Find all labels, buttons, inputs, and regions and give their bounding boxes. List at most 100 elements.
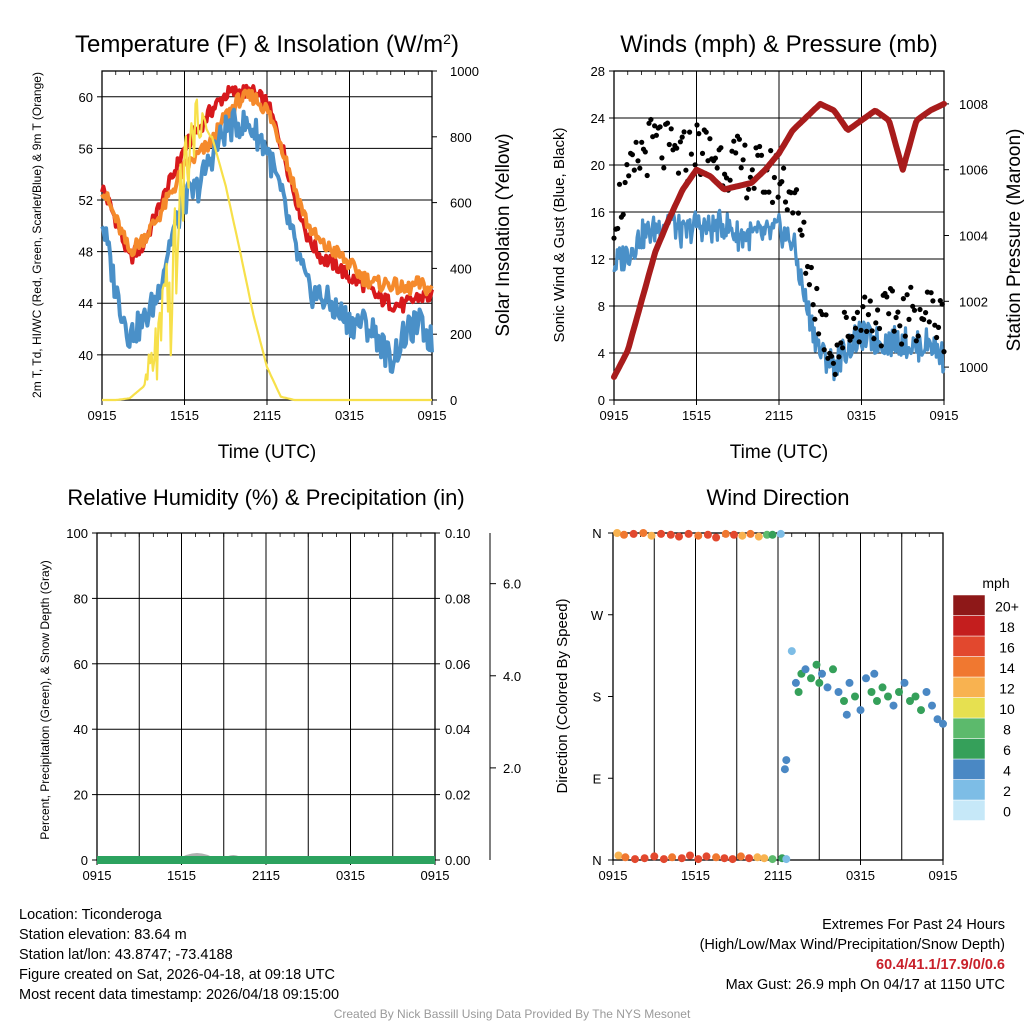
legend-swatch <box>952 779 986 801</box>
direction-point <box>862 674 870 683</box>
gust-point <box>635 158 641 164</box>
direction-point <box>712 533 721 542</box>
y-tick-label: 60 <box>74 657 88 672</box>
gust-point <box>926 319 932 325</box>
direction-point <box>782 756 791 765</box>
x-tick-label: 2115 <box>252 868 280 883</box>
direction-point <box>845 678 854 687</box>
y-tick-label: N <box>592 526 601 541</box>
gust-point <box>828 353 835 359</box>
gust-point <box>727 177 733 183</box>
direction-point <box>738 531 747 540</box>
gust-point <box>876 325 883 332</box>
gust-point <box>900 296 907 302</box>
direction-point <box>763 530 771 539</box>
gust-point <box>675 170 682 176</box>
legend-label: 20+ <box>995 599 1019 615</box>
gust-point <box>939 301 945 307</box>
direction-point <box>801 665 810 674</box>
direction-point <box>736 852 745 861</box>
direction-point <box>614 851 623 860</box>
gust-point <box>840 345 846 351</box>
gust-point <box>864 328 870 334</box>
gust-point <box>808 264 814 271</box>
gust-point <box>674 145 680 151</box>
y-tick-label: 60 <box>79 90 93 105</box>
gust-point <box>668 126 674 132</box>
gust-point <box>637 165 643 171</box>
direction-point <box>794 688 803 696</box>
direction-point <box>694 531 703 540</box>
direction-point <box>620 530 628 539</box>
direction-point <box>878 683 887 692</box>
legend-label: 16 <box>999 640 1015 656</box>
direction-point <box>917 706 925 715</box>
gust-point <box>810 302 816 308</box>
direction-point <box>933 715 942 724</box>
x-tick-label: 0915 <box>599 868 628 883</box>
gust-point <box>816 331 822 337</box>
direction-point <box>684 529 693 538</box>
y2-tick-label: 200 <box>450 327 472 342</box>
gust-point <box>769 199 776 205</box>
gust-point <box>812 316 818 322</box>
y2-tick-label: 0.08 <box>445 591 470 606</box>
y-tick-label: 20 <box>74 788 88 803</box>
gust-point <box>749 167 755 173</box>
y2-tick-label: 1006 <box>959 163 988 178</box>
x-tick-label: 1515 <box>681 868 710 883</box>
y3-tick-label: 2.0 <box>503 761 521 776</box>
direction-point <box>791 678 800 687</box>
gust-point <box>793 187 800 193</box>
gust-point <box>751 185 757 191</box>
gust-point <box>687 129 693 135</box>
gust-point <box>679 134 685 140</box>
y2-tick-label: 0.06 <box>445 657 470 672</box>
gust-point <box>699 150 706 156</box>
gust-point <box>801 219 807 225</box>
direction-point <box>677 854 686 863</box>
gust-point <box>666 141 672 148</box>
gust-point <box>653 132 660 138</box>
direction-point <box>842 710 851 719</box>
legend-label: 8 <box>1003 722 1011 738</box>
legend-swatch <box>952 615 986 637</box>
gust-point <box>775 194 781 200</box>
y2-tick-label: 0.10 <box>445 526 470 541</box>
gust-point <box>889 288 896 294</box>
gust-point <box>714 165 720 171</box>
legend-label: 18 <box>999 619 1015 635</box>
gust-point <box>895 309 901 315</box>
legend-label: 2 <box>1003 783 1011 799</box>
y-tick-label: 28 <box>591 64 605 79</box>
direction-point <box>867 688 876 696</box>
extremes-heading: Extremes For Past 24 Hours <box>822 917 1005 933</box>
gust-point <box>899 341 905 347</box>
direction-point <box>647 531 656 540</box>
gust-point <box>934 334 940 341</box>
legend-swatch <box>952 594 986 616</box>
direction-point <box>694 855 703 864</box>
direction-point <box>834 688 843 696</box>
chart-title: Relative Humidity (%) & Precipitation (i… <box>67 485 464 510</box>
direction-point <box>922 688 931 696</box>
y2-tick-label: 600 <box>450 196 472 211</box>
y2-tick-label: 1004 <box>959 229 988 244</box>
y2-axis-label: Solar Insolation (Yellow) <box>493 133 514 336</box>
gust-point <box>657 124 663 130</box>
gust-point <box>624 162 630 168</box>
direction-point <box>829 665 837 674</box>
gust-point <box>616 181 623 187</box>
gust-point <box>867 298 873 304</box>
legend-swatch <box>952 635 986 657</box>
direction-point <box>746 529 755 538</box>
gust-point <box>821 347 827 353</box>
direction-point <box>702 852 711 861</box>
gust-point <box>718 145 724 151</box>
direction-point <box>812 660 821 669</box>
gust-point <box>631 167 637 173</box>
gust-point <box>731 138 737 144</box>
y3-tick-label: 4.0 <box>503 669 521 684</box>
gust-point <box>915 333 921 339</box>
x-tick-label: 2115 <box>764 868 792 883</box>
